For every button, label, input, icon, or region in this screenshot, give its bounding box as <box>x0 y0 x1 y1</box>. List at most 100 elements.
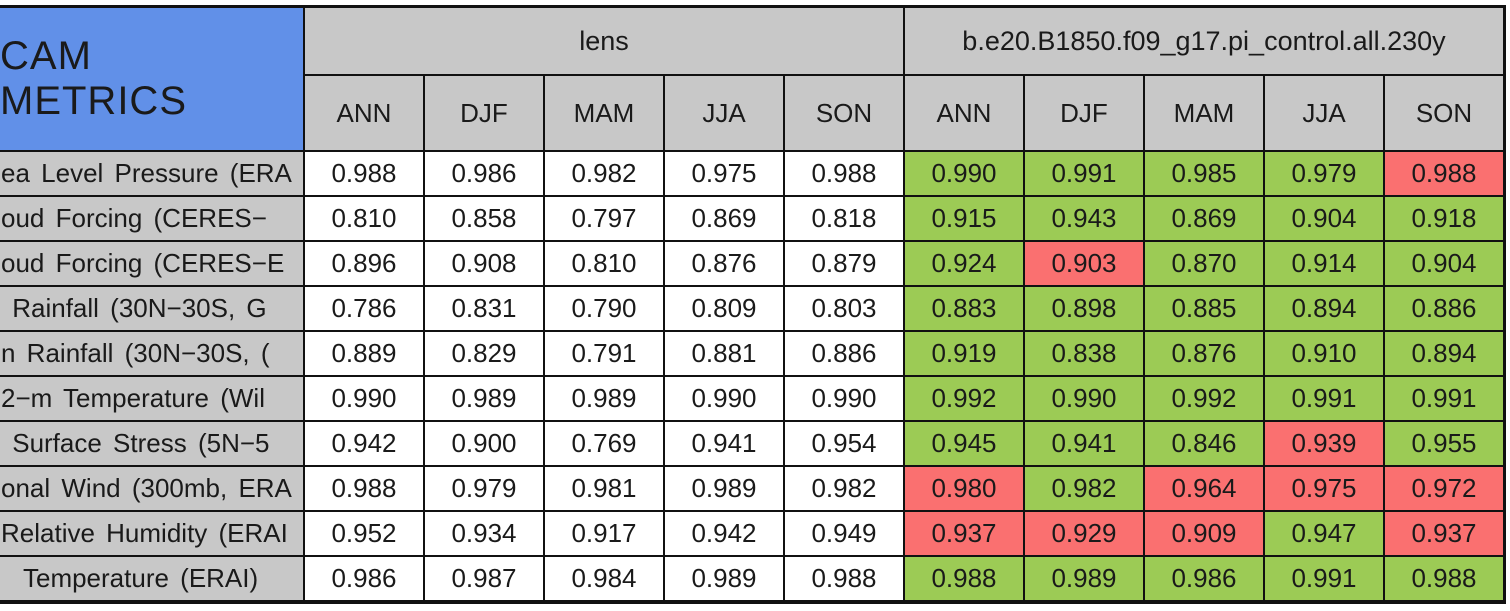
lens-value: 0.869 <box>665 197 783 240</box>
lens-value: 0.900 <box>425 422 543 465</box>
metric-label: 2−m Temperature (Wil <box>0 377 303 420</box>
lens-value: 0.858 <box>425 197 543 240</box>
control-value: 0.903 <box>1025 242 1143 285</box>
metric-label: Temperature (ERAI) <box>0 557 303 600</box>
lens-season-header-jja: JJA <box>665 76 783 150</box>
lens-value: 0.990 <box>785 377 903 420</box>
control-value: 0.919 <box>905 332 1023 375</box>
lens-value: 0.942 <box>305 422 423 465</box>
lens-value: 0.942 <box>665 512 783 555</box>
lens-value: 0.769 <box>545 422 663 465</box>
control-value: 0.894 <box>1385 332 1503 375</box>
metric-label: ea Level Pressure (ERA <box>0 152 303 195</box>
lens-value: 0.876 <box>665 242 783 285</box>
control-value: 0.991 <box>1385 377 1503 420</box>
lens-value: 0.989 <box>545 377 663 420</box>
control-season-header-ann: ANN <box>905 76 1023 150</box>
group-header-control-run: b.e20.B1850.f09_g17.pi_control.all.230y <box>905 8 1503 74</box>
control-value: 0.986 <box>1145 557 1263 600</box>
control-value: 0.975 <box>1265 467 1383 510</box>
lens-value: 0.879 <box>785 242 903 285</box>
control-season-header-djf: DJF <box>1025 76 1143 150</box>
lens-value: 0.984 <box>545 557 663 600</box>
control-value: 0.941 <box>1025 422 1143 465</box>
control-value: 0.937 <box>905 512 1023 555</box>
lens-value: 0.889 <box>305 332 423 375</box>
lens-value: 0.941 <box>665 422 783 465</box>
lens-value: 0.975 <box>665 152 783 195</box>
lens-value: 0.989 <box>665 557 783 600</box>
group-header-lens: lens <box>305 8 903 74</box>
control-value: 0.914 <box>1265 242 1383 285</box>
control-value: 0.943 <box>1025 197 1143 240</box>
control-value: 0.964 <box>1145 467 1263 510</box>
control-value: 0.915 <box>905 197 1023 240</box>
control-value: 0.838 <box>1025 332 1143 375</box>
lens-value: 0.986 <box>425 152 543 195</box>
lens-value: 0.791 <box>545 332 663 375</box>
lens-value: 0.982 <box>785 467 903 510</box>
control-value: 0.909 <box>1145 512 1263 555</box>
lens-value: 0.988 <box>305 467 423 510</box>
control-value: 0.980 <box>905 467 1023 510</box>
control-value: 0.898 <box>1025 287 1143 330</box>
control-value: 0.988 <box>1385 557 1503 600</box>
control-value: 0.886 <box>1385 287 1503 330</box>
control-value: 0.985 <box>1145 152 1263 195</box>
lens-value: 0.990 <box>665 377 783 420</box>
control-value: 0.955 <box>1385 422 1503 465</box>
lens-value: 0.803 <box>785 287 903 330</box>
control-value: 0.885 <box>1145 287 1263 330</box>
lens-value: 0.988 <box>785 557 903 600</box>
lens-value: 0.810 <box>305 197 423 240</box>
lens-value: 0.979 <box>425 467 543 510</box>
lens-value: 0.797 <box>545 197 663 240</box>
metric-label: oud Forcing (CERES− <box>0 197 303 240</box>
lens-season-header-ann: ANN <box>305 76 423 150</box>
control-value: 0.972 <box>1385 467 1503 510</box>
control-value: 0.991 <box>1265 377 1383 420</box>
metric-label: Rainfall (30N−30S, G <box>0 287 303 330</box>
control-season-header-son: SON <box>1385 76 1503 150</box>
control-season-header-mam: MAM <box>1145 76 1263 150</box>
lens-value: 0.986 <box>305 557 423 600</box>
control-value: 0.991 <box>1265 557 1383 600</box>
lens-value: 0.954 <box>785 422 903 465</box>
control-value: 0.990 <box>905 152 1023 195</box>
lens-value: 0.989 <box>665 467 783 510</box>
control-value: 0.929 <box>1025 512 1143 555</box>
control-value: 0.937 <box>1385 512 1503 555</box>
control-value: 0.989 <box>1025 557 1143 600</box>
control-value: 0.991 <box>1025 152 1143 195</box>
lens-value: 0.982 <box>545 152 663 195</box>
control-value: 0.894 <box>1265 287 1383 330</box>
control-value: 0.876 <box>1145 332 1263 375</box>
control-value: 0.910 <box>1265 332 1383 375</box>
lens-value: 0.831 <box>425 287 543 330</box>
control-value: 0.918 <box>1385 197 1503 240</box>
control-value: 0.947 <box>1265 512 1383 555</box>
lens-season-header-mam: MAM <box>545 76 663 150</box>
control-value: 0.990 <box>1025 377 1143 420</box>
lens-value: 0.989 <box>425 377 543 420</box>
lens-value: 0.786 <box>305 287 423 330</box>
control-value: 0.939 <box>1265 422 1383 465</box>
metric-label: n Rainfall (30N−30S, ( <box>0 332 303 375</box>
lens-value: 0.990 <box>305 377 423 420</box>
lens-value: 0.809 <box>665 287 783 330</box>
metric-label: oud Forcing (CERES−E <box>0 242 303 285</box>
lens-season-header-son: SON <box>785 76 903 150</box>
control-value: 0.982 <box>1025 467 1143 510</box>
metric-label: Surface Stress (5N−5 <box>0 422 303 465</box>
control-value: 0.979 <box>1265 152 1383 195</box>
lens-value: 0.952 <box>305 512 423 555</box>
lens-value: 0.810 <box>545 242 663 285</box>
control-value: 0.870 <box>1145 242 1263 285</box>
lens-value: 0.790 <box>545 287 663 330</box>
lens-value: 0.908 <box>425 242 543 285</box>
control-value: 0.904 <box>1385 242 1503 285</box>
control-value: 0.904 <box>1265 197 1383 240</box>
table-title: CAM METRICS <box>0 8 303 150</box>
control-value: 0.992 <box>1145 377 1263 420</box>
lens-season-header-djf: DJF <box>425 76 543 150</box>
